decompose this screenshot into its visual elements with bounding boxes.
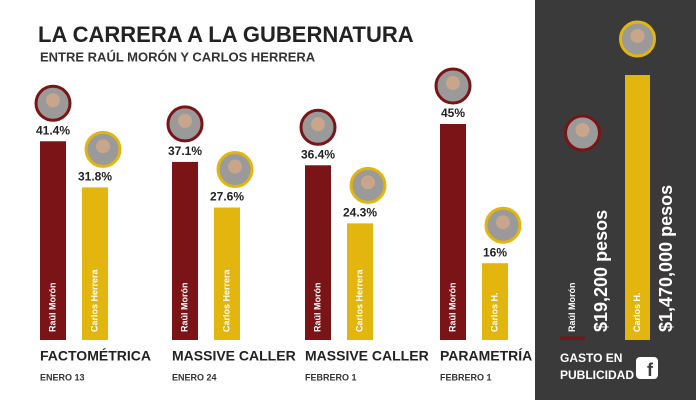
photo-face [446,76,460,90]
bar-label: Carlos H. [632,292,642,332]
bar [560,336,585,340]
bar-label: Raúl Morón [567,283,577,333]
photo-face [228,159,242,174]
value-label: 37.1% [168,144,202,158]
bar [482,263,508,340]
value-label: $19,200 pesos [591,210,611,332]
pollster-name: MASSIVE CALLER [305,348,429,364]
bar [305,165,331,340]
bar [440,124,466,340]
chart-title: LA CARRERA A LA GUBERNATURA [38,22,414,47]
pollster-name: PARAMETRÍA [440,348,532,364]
bar [214,207,240,340]
bar-label: Raúl Morón [179,283,189,333]
value-label: 24.3% [343,206,377,220]
bar [82,187,108,340]
poll-date: FEBRERO 1 [440,372,492,382]
bar-label: Raúl Morón [47,283,57,333]
photo-face [96,139,110,154]
photo-face [630,29,645,43]
svg-text:f: f [647,360,654,380]
value-label: 41.4% [36,123,70,137]
value-label: 45% [441,106,465,120]
poll-date: ENERO 13 [40,372,85,382]
photo-face [361,175,375,190]
side-panel [535,0,696,400]
photo-face [575,123,590,137]
value-label: 31.8% [78,170,112,184]
bar [172,161,198,340]
bar-label: Carlos Herrera [354,268,364,332]
side-title: GASTO EN PUBLICIDAD [560,351,634,382]
facebook-icon: f [636,357,658,380]
bar-label: Carlos Herrera [221,268,231,332]
poll-date: ENERO 24 [172,372,217,382]
value-label: 27.6% [210,190,244,204]
bar-label: Carlos Herrera [89,268,99,332]
poll-date: FEBRERO 1 [305,372,357,382]
bar [625,75,650,340]
bar-label: Raúl Morón [312,283,322,333]
photo-face [46,93,60,108]
bar [40,141,66,340]
photo-face [178,113,192,128]
value-label: $1,470,000 pesos [656,185,676,332]
pollster-name: FACTOMÉTRICA [40,348,151,364]
value-label: 16% [483,245,507,259]
photo-face [496,215,510,230]
bar-label: Carlos H. [489,292,499,332]
pollster-name: MASSIVE CALLER [172,348,296,364]
bar [347,223,373,340]
bar-label: Raúl Morón [447,283,457,333]
photo-face [311,117,325,132]
chart-subtitle: ENTRE RAÚL MORÓN Y CARLOS HERRERA [40,49,316,64]
value-label: 36.4% [301,147,335,161]
